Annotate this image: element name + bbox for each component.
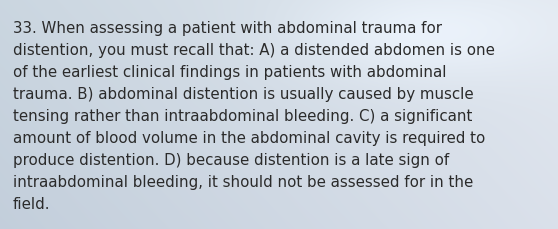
Text: 33. When assessing a patient with abdominal trauma for: 33. When assessing a patient with abdomi…: [13, 21, 442, 36]
Text: of the earliest clinical findings in patients with abdominal: of the earliest clinical findings in pat…: [13, 65, 446, 79]
Text: amount of blood volume in the abdominal cavity is required to: amount of blood volume in the abdominal …: [13, 130, 485, 145]
Text: field.: field.: [13, 196, 51, 211]
Text: intraabdominal bleeding, it should not be assessed for in the: intraabdominal bleeding, it should not b…: [13, 174, 473, 189]
Text: produce distention. D) because distention is a late sign of: produce distention. D) because distentio…: [13, 152, 449, 167]
Text: distention, you must recall that: A) a distended abdomen is one: distention, you must recall that: A) a d…: [13, 43, 495, 57]
Text: trauma. B) abdominal distention is usually caused by muscle: trauma. B) abdominal distention is usual…: [13, 86, 474, 101]
Text: tensing rather than intraabdominal bleeding. C) a significant: tensing rather than intraabdominal bleed…: [13, 108, 473, 123]
